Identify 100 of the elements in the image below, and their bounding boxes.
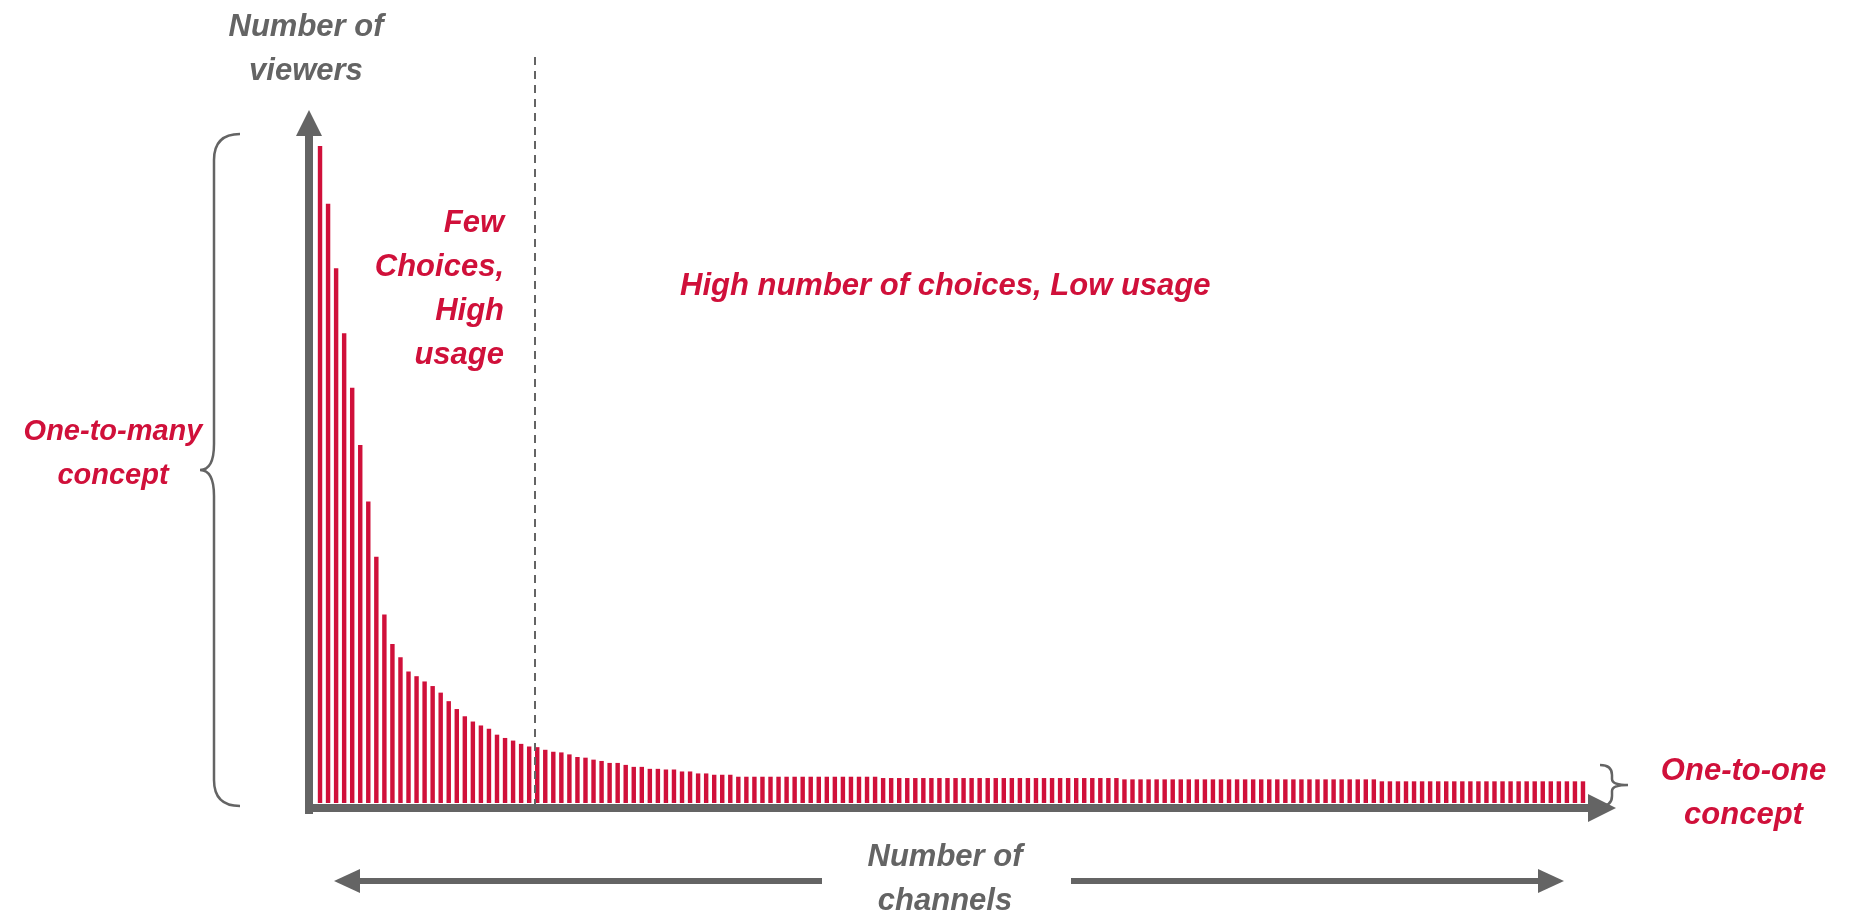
bar — [897, 778, 902, 803]
bar — [800, 776, 805, 803]
bar — [840, 776, 846, 803]
bar — [1347, 779, 1352, 803]
bar — [1387, 781, 1393, 803]
bar — [1138, 779, 1143, 803]
bar — [398, 657, 403, 803]
bar — [438, 692, 443, 803]
bar — [872, 776, 878, 803]
bar — [703, 773, 709, 803]
bar — [647, 768, 653, 803]
y-axis-title: Number of viewers — [227, 7, 387, 89]
bar — [985, 778, 990, 803]
bar — [1580, 781, 1586, 803]
bar — [1476, 781, 1481, 803]
bar — [1009, 778, 1015, 803]
bar — [768, 776, 773, 803]
bar — [1082, 778, 1087, 803]
bar — [816, 776, 821, 803]
bar — [1460, 781, 1465, 803]
bar — [728, 774, 733, 803]
bar — [945, 778, 950, 803]
bar — [543, 749, 548, 803]
bar — [1001, 778, 1006, 803]
bar — [1315, 779, 1320, 803]
bar — [486, 728, 492, 803]
bar — [1556, 781, 1562, 803]
bar — [1403, 781, 1409, 803]
bar — [575, 757, 580, 803]
bar — [526, 746, 532, 803]
bar — [1017, 778, 1023, 803]
bar — [736, 776, 741, 803]
bar — [551, 751, 556, 803]
bar — [1524, 781, 1529, 803]
bar — [824, 776, 830, 803]
bar — [1331, 779, 1336, 803]
bar — [1114, 778, 1119, 803]
bar — [591, 759, 596, 803]
bar — [599, 760, 604, 803]
bar — [1234, 779, 1240, 803]
bar — [1500, 781, 1505, 803]
bar — [921, 778, 926, 803]
bar — [663, 769, 669, 803]
annotation: Few Choices, High usage — [373, 203, 504, 373]
bar — [1106, 778, 1111, 803]
bar — [422, 681, 427, 803]
bar — [1098, 778, 1103, 803]
bar — [776, 776, 781, 803]
bar — [462, 716, 468, 803]
bar — [1146, 779, 1151, 803]
bar — [430, 686, 435, 803]
bar — [1363, 779, 1368, 803]
bar — [1049, 778, 1055, 803]
bar — [325, 203, 331, 803]
bar — [864, 776, 870, 803]
bar — [1299, 779, 1304, 803]
bar — [671, 769, 677, 803]
bar — [1516, 781, 1521, 803]
bar — [961, 778, 966, 803]
bar — [349, 387, 355, 803]
bar — [711, 774, 717, 803]
bar — [623, 764, 628, 803]
bar — [494, 734, 500, 803]
bar — [929, 778, 934, 803]
bar — [341, 333, 347, 803]
bar — [333, 268, 339, 803]
bar — [1041, 778, 1047, 803]
bar — [1564, 781, 1570, 803]
bar — [1532, 781, 1537, 803]
bar — [1435, 781, 1441, 803]
bar — [720, 774, 725, 803]
bar — [1355, 779, 1360, 803]
bar — [905, 778, 910, 803]
bar — [848, 776, 854, 803]
bar — [1057, 778, 1063, 803]
bar — [856, 776, 862, 803]
bar — [1178, 779, 1183, 803]
bar — [1073, 778, 1079, 803]
bar — [792, 776, 797, 803]
bar — [382, 614, 387, 803]
bar — [808, 776, 813, 803]
bar — [1339, 779, 1344, 803]
bar — [760, 776, 765, 803]
bar — [470, 721, 476, 803]
bar — [1419, 781, 1425, 803]
bar — [1090, 778, 1095, 803]
bar — [1492, 781, 1497, 803]
bar — [1170, 779, 1175, 803]
bar — [414, 676, 419, 803]
bar — [366, 501, 371, 803]
annotation: High number of choices, Low usage — [680, 266, 1212, 304]
bar — [1250, 779, 1256, 803]
bar — [888, 778, 894, 803]
bar — [832, 776, 838, 803]
bar — [1540, 781, 1545, 803]
bar — [446, 701, 451, 803]
bar — [1218, 779, 1224, 803]
bar — [1226, 779, 1232, 803]
text: One-to-one concept — [1659, 751, 1828, 833]
bar — [374, 556, 379, 803]
